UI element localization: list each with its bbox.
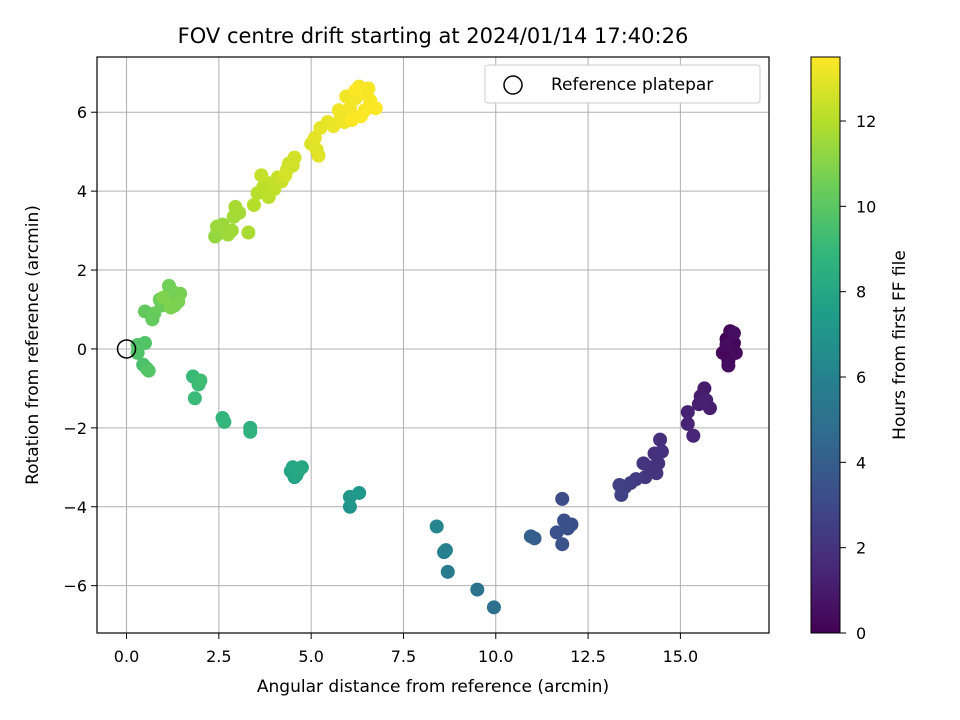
data-point (187, 391, 202, 406)
y-tick-label: −4 (63, 498, 87, 517)
data-point (163, 300, 178, 315)
data-point (560, 521, 575, 536)
data-point (437, 545, 452, 560)
data-point (555, 537, 570, 552)
data-point (653, 432, 668, 447)
legend: Reference platepar (484, 64, 761, 104)
data-point (699, 393, 714, 408)
data-point (193, 373, 208, 388)
colorbar-tick-label: 8 (856, 283, 866, 302)
data-point (614, 487, 629, 502)
y-axis-label: Rotation from reference (arcmin) (23, 205, 43, 485)
x-tick-label: 10.0 (478, 647, 514, 666)
data-point (217, 414, 232, 429)
data-points (130, 79, 743, 615)
x-tick-label: 15.0 (663, 647, 699, 666)
y-axis-ticks: −6 −4 −2 0 2 4 6 (63, 103, 97, 596)
data-point (331, 103, 346, 118)
data-point (141, 363, 156, 378)
data-point (224, 223, 239, 238)
data-point (138, 336, 152, 351)
colorbar-ticks: 0 2 4 6 8 10 12 (840, 112, 876, 643)
data-point (278, 168, 293, 183)
colorbar-tick-label: 6 (856, 368, 866, 387)
data-point (726, 326, 741, 341)
data-point (348, 83, 363, 98)
x-tick-label: 0.0 (114, 647, 139, 666)
legend-box (484, 64, 761, 104)
data-point (311, 148, 326, 163)
data-point (344, 113, 359, 128)
legend-label: Reference platepar (551, 75, 713, 95)
y-tick-label: 4 (77, 182, 87, 201)
data-point (361, 81, 376, 96)
data-point (429, 519, 444, 534)
data-point (680, 405, 695, 420)
data-point (680, 416, 695, 431)
y-tick-label: −6 (63, 577, 87, 596)
data-point (210, 219, 224, 234)
data-point (654, 444, 669, 459)
data-point (291, 464, 306, 479)
x-axis-ticks: 0.0 2.5 5.0 7.5 10.0 12.5 15.0 (114, 633, 698, 666)
data-point (636, 456, 651, 471)
data-point (728, 345, 743, 360)
colorbar-tick-label: 10 (856, 197, 876, 216)
data-point (549, 525, 564, 540)
x-tick-label: 5.0 (298, 647, 323, 666)
grid-lines (97, 57, 769, 633)
chart-title: FOV centre drift starting at 2024/01/14 … (178, 24, 689, 48)
data-point (287, 150, 302, 165)
data-point (254, 168, 269, 183)
data-point (243, 424, 258, 439)
x-tick-label: 7.5 (391, 647, 416, 666)
data-point (721, 358, 736, 373)
x-tick-label: 2.5 (206, 647, 231, 666)
data-point (686, 428, 701, 443)
reference-platepar-marker (116, 339, 137, 359)
colorbar-tick-label: 0 (856, 624, 866, 643)
colorbar-tick-label: 12 (856, 112, 876, 131)
colorbar (810, 56, 841, 634)
legend-marker-icon (503, 75, 523, 95)
data-point (246, 197, 261, 212)
data-point (470, 582, 485, 597)
data-point (368, 101, 383, 116)
data-point (228, 199, 243, 214)
data-point (342, 499, 357, 514)
data-point (156, 290, 171, 305)
colorbar-tick-label: 2 (856, 539, 866, 558)
data-point (523, 529, 538, 544)
data-point (719, 338, 734, 352)
data-point (352, 485, 367, 500)
data-point (440, 564, 455, 579)
y-tick-label: 2 (77, 261, 87, 280)
y-tick-label: −2 (63, 419, 87, 438)
y-tick-label: 6 (77, 103, 87, 122)
colorbar-tick-label: 4 (856, 453, 866, 472)
colorbar-label: Hours from first FF file (890, 250, 910, 440)
data-point (555, 491, 570, 506)
data-point (241, 225, 256, 240)
data-point (486, 600, 501, 615)
data-point (649, 466, 664, 481)
x-tick-label: 12.5 (570, 647, 606, 666)
plot-frame (96, 56, 770, 634)
y-tick-label: 0 (77, 340, 87, 359)
x-axis-label: Angular distance from reference (arcmin) (257, 677, 609, 697)
